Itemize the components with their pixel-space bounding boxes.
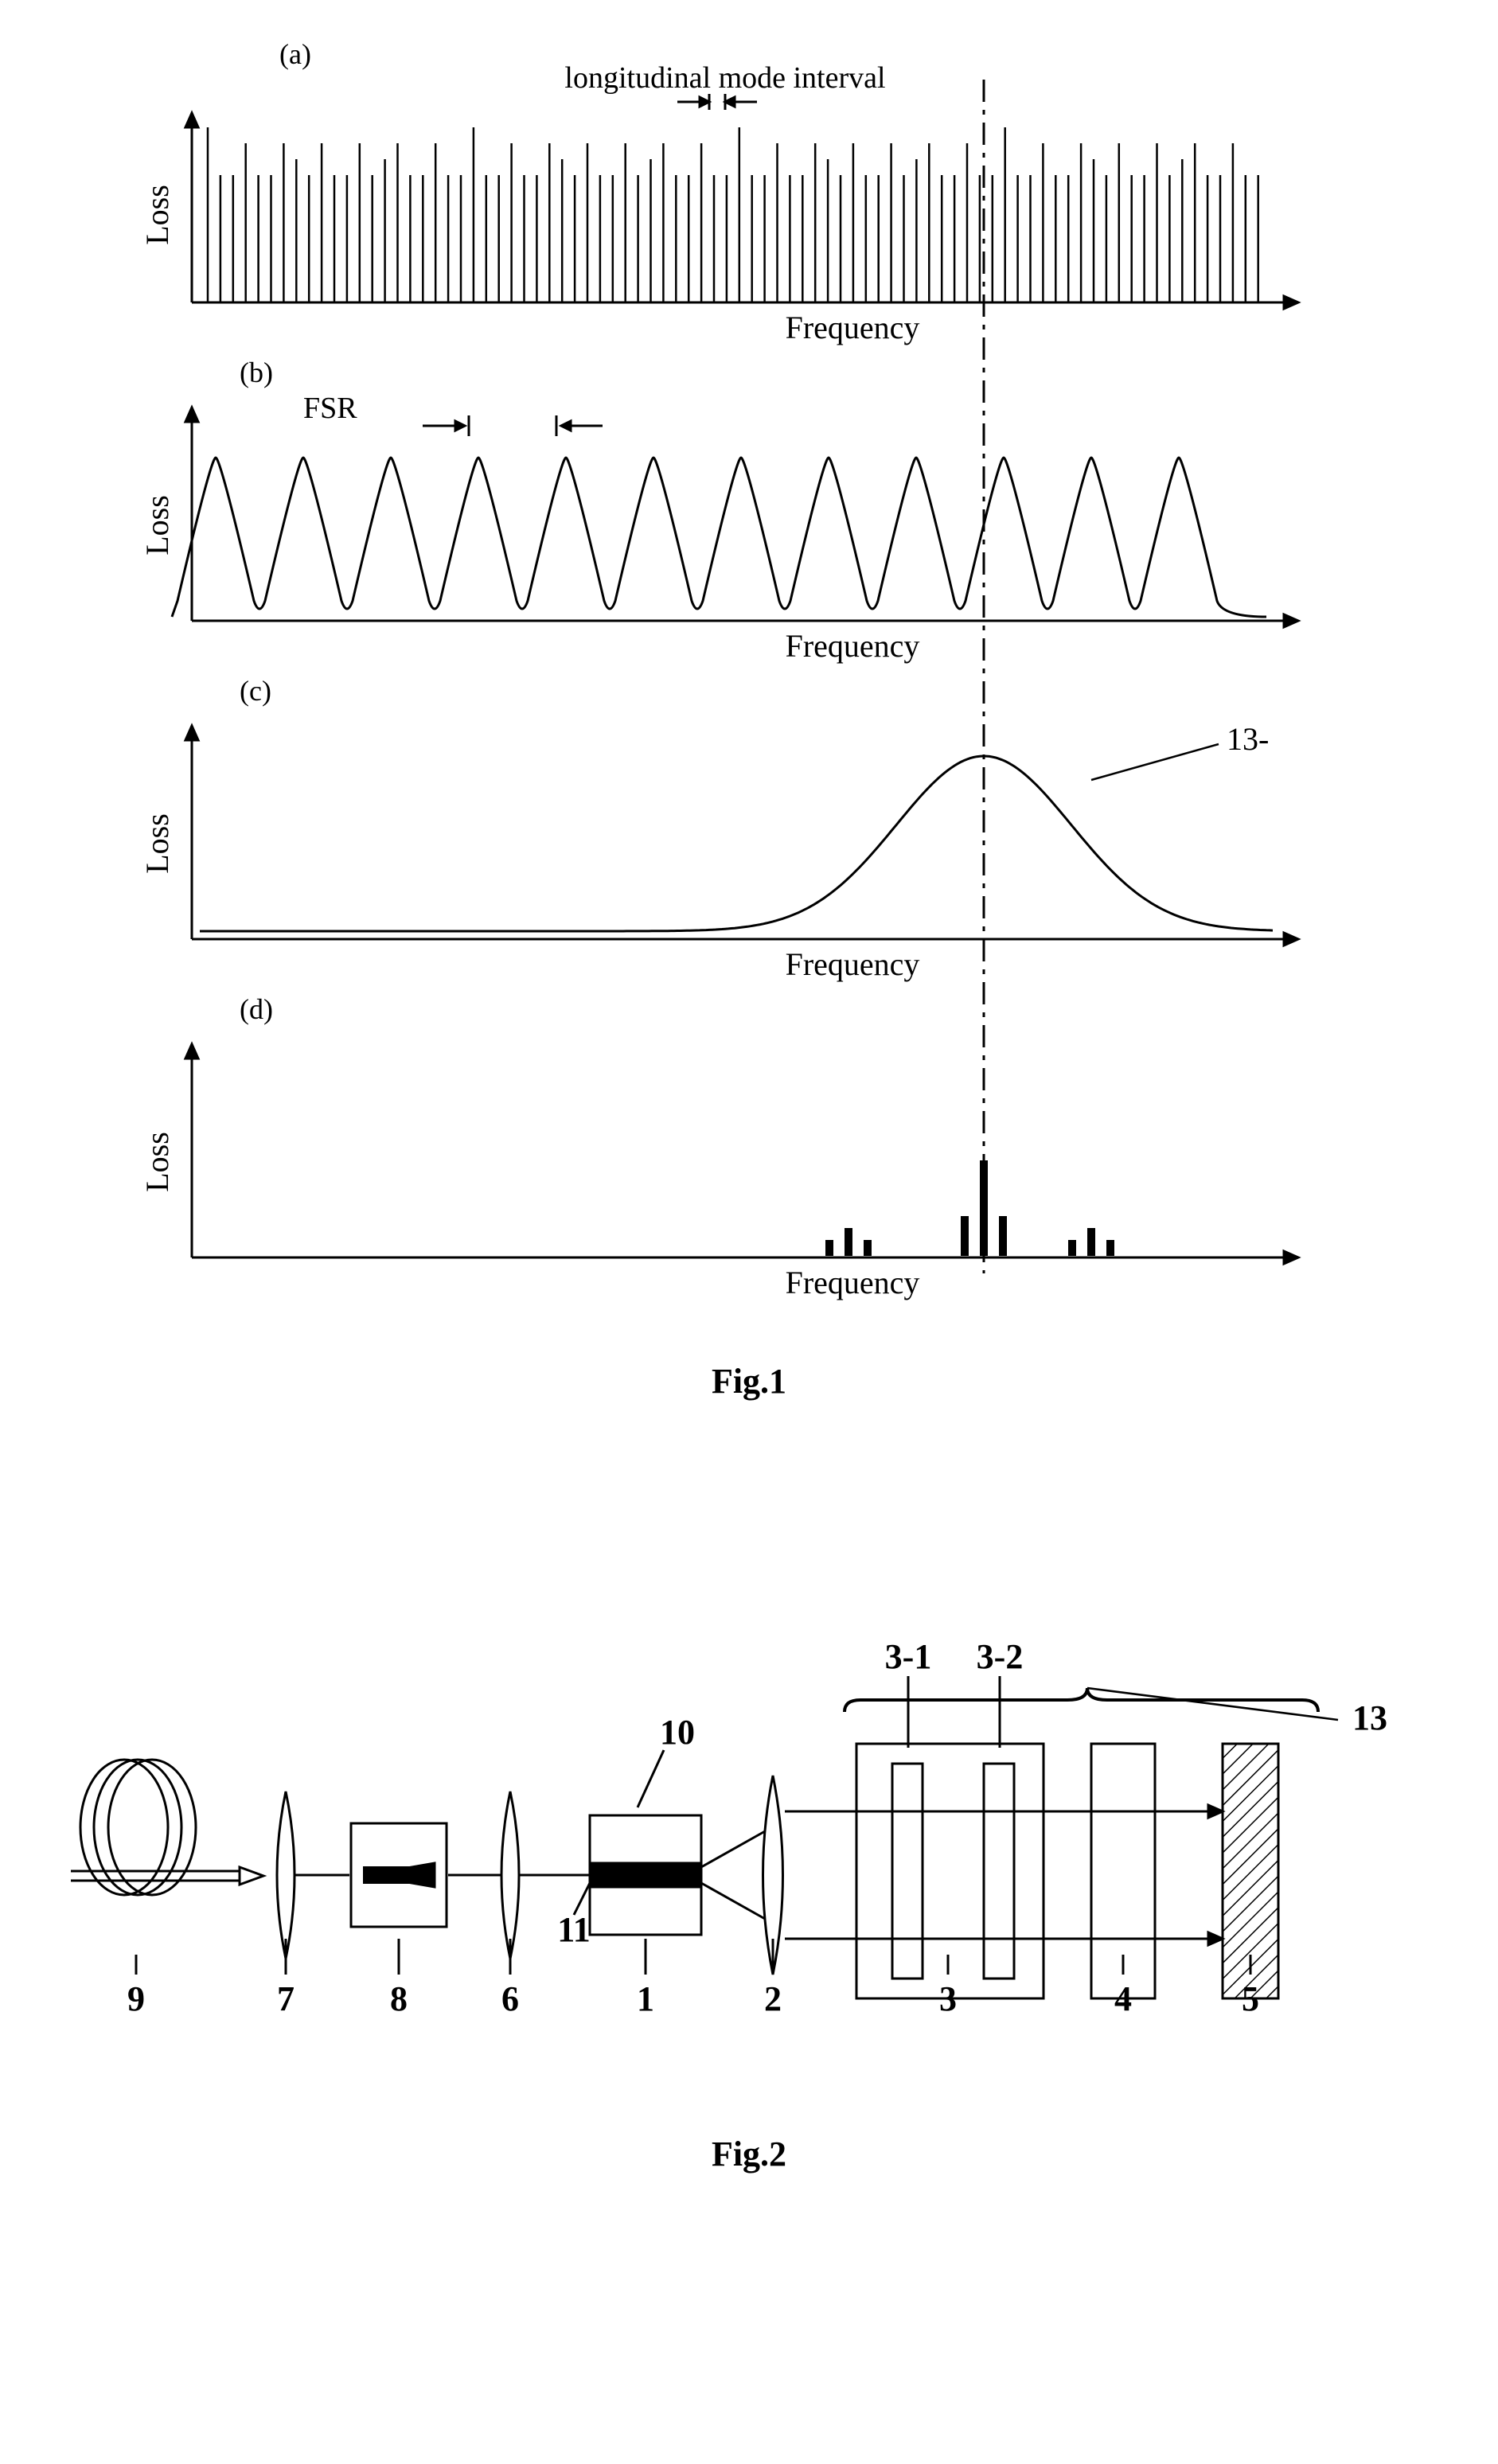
panel-a-modes (208, 127, 1258, 302)
panel-d-xlabel: Frequency (786, 1265, 920, 1300)
label-11: 11 (557, 1910, 591, 1949)
panel-c-label: (c) (240, 675, 271, 707)
panel-a-label: (a) (279, 38, 311, 70)
panel-a: (a) longitudinal mode interval Loss Freq… (139, 38, 1298, 345)
fig2-svg: 9 7 8 6 1 2 3 4 5 3-1 3-2 10 11 13 (33, 1561, 1465, 2118)
fig1-caption: Fig.1 (33, 1361, 1465, 1402)
panel-d-label: (d) (240, 993, 273, 1025)
mirror-5 (1223, 1744, 1278, 1998)
panel-a-annot: longitudinal mode interval (564, 61, 885, 95)
label-6: 6 (501, 1979, 519, 2018)
label-7: 7 (277, 1979, 295, 2018)
panel-c-xlabel: Frequency (786, 946, 920, 982)
panel-d-bars (825, 1160, 1114, 1256)
panel-a-ylabel: Loss (139, 185, 175, 245)
brace-13 (845, 1688, 1338, 1720)
panel-b-peaks (172, 458, 1266, 617)
panel-a-xlabel: Frequency (786, 310, 920, 345)
panel-b-xlabel: Frequency (786, 628, 920, 664)
panel-b-label: (b) (240, 357, 273, 388)
panel-c-ref: 13- (1227, 721, 1269, 757)
panel-b-ylabel: Loss (139, 495, 175, 556)
figure-1: (a) longitudinal mode interval Loss Freq… (33, 32, 1465, 1402)
label-3-2: 3-2 (977, 1637, 1024, 1676)
figure-2: 9 7 8 6 1 2 3 4 5 3-1 3-2 10 11 13 (33, 1561, 1465, 2174)
fig2-caption: Fig.2 (33, 2134, 1465, 2174)
fiber-coil (71, 1760, 263, 1895)
panel-c-gauss (200, 756, 1273, 931)
crystal-1 (590, 1815, 701, 1935)
label-2: 2 (764, 1979, 782, 2018)
panel-d: (d) Loss Frequency (139, 993, 1298, 1300)
label-13: 13 (1352, 1698, 1387, 1737)
block-3 (856, 1744, 1044, 1998)
fig1-svg: (a) longitudinal mode interval Loss Freq… (33, 32, 1465, 1345)
panel-d-ylabel: Loss (139, 1132, 175, 1192)
panel-b: (b) FSR Loss Frequency (139, 357, 1298, 664)
lens-7 (277, 1791, 295, 1959)
label-8: 8 (390, 1979, 408, 2018)
label-9: 9 (127, 1979, 145, 2018)
isolator-8 (351, 1823, 447, 1927)
panel-c: (c) Loss Frequency 13- (139, 675, 1298, 982)
lens-6 (501, 1791, 519, 1959)
label-1: 1 (637, 1979, 654, 2018)
panel-c-ylabel: Loss (139, 813, 175, 874)
label-10: 10 (660, 1713, 695, 1752)
label-3-1: 3-1 (885, 1637, 932, 1676)
panel-b-annot: FSR (303, 392, 357, 425)
